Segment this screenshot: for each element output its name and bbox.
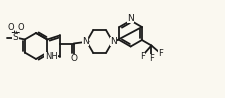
Text: N: N bbox=[127, 14, 133, 23]
Text: F: F bbox=[148, 54, 153, 63]
Text: NH: NH bbox=[45, 52, 57, 61]
Text: O: O bbox=[70, 54, 77, 63]
Text: S: S bbox=[13, 33, 18, 42]
Text: O: O bbox=[17, 23, 24, 32]
Text: F: F bbox=[157, 49, 162, 58]
Text: N: N bbox=[82, 37, 89, 46]
Text: F: F bbox=[139, 52, 144, 61]
Text: N: N bbox=[110, 37, 117, 46]
Text: O: O bbox=[7, 23, 14, 32]
